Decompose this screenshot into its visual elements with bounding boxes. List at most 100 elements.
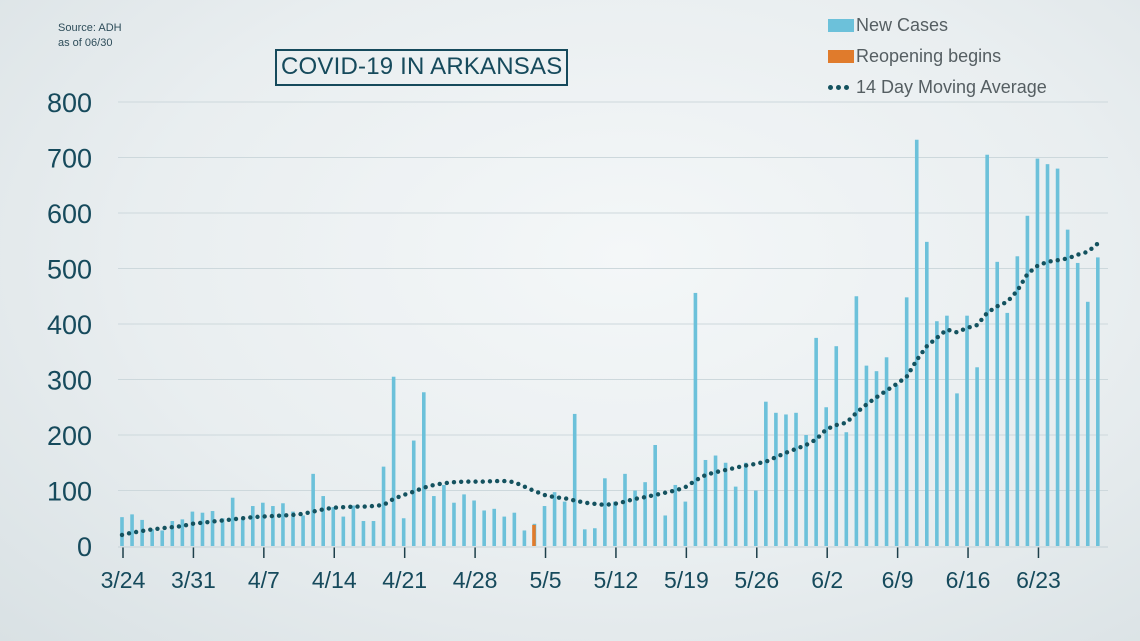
moving-average-point (305, 510, 310, 515)
new-cases-bar (593, 528, 597, 546)
new-cases-bar (894, 385, 899, 546)
moving-average-point (989, 307, 994, 313)
moving-average-point (771, 455, 777, 461)
new-cases-bar (562, 501, 567, 546)
moving-average-point (169, 524, 174, 530)
new-cases-bar (874, 371, 879, 546)
y-tick-label: 500 (47, 255, 92, 285)
moving-average-point (376, 503, 382, 508)
moving-average-point (226, 517, 232, 522)
moving-average-point (1094, 242, 1100, 247)
new-cases-bar (210, 511, 215, 546)
x-tick-label: 5/12 (594, 567, 639, 593)
x-tick-label: 5/26 (734, 567, 779, 593)
new-cases-bar (814, 337, 818, 546)
moving-average-point (924, 344, 929, 349)
moving-average-point (899, 378, 904, 383)
moving-average-point (979, 317, 984, 323)
reopening-swatch (828, 50, 854, 63)
moving-average-point (655, 492, 661, 497)
moving-average-point (816, 434, 822, 439)
moving-average-point (369, 503, 375, 509)
moving-average-point (141, 528, 146, 534)
moving-average-point (155, 526, 160, 531)
new-cases-bar (522, 530, 527, 546)
new-cases-bar (844, 432, 849, 546)
new-cases-bar (351, 505, 356, 546)
x-tick-label: 5/19 (664, 567, 709, 593)
legend-label-reopening: Reopening begins (856, 46, 1002, 66)
new-cases-bar (1015, 256, 1020, 546)
moving-average-point (269, 513, 275, 519)
moving-average-point (798, 444, 803, 450)
moving-average-point (689, 480, 695, 486)
new-cases-bar (120, 517, 124, 546)
moving-average-point (1048, 259, 1053, 264)
x-tick-label: 5/5 (530, 567, 562, 593)
new-cases-bar (713, 455, 718, 546)
x-tick-label: 6/9 (882, 567, 914, 593)
moving-average-point (458, 479, 464, 484)
moving-average-point (340, 504, 346, 510)
moving-average-point (451, 479, 457, 485)
new-cases-bar (753, 490, 758, 546)
moving-average-point (751, 462, 756, 467)
new-cases-bar (331, 507, 336, 546)
moving-average-point (298, 511, 303, 517)
new-cases-bar (401, 518, 406, 546)
new-cases-bar (230, 497, 235, 546)
new-cases-bar (864, 365, 869, 546)
new-cases-bar (250, 506, 255, 546)
x-tick-label: 4/21 (382, 567, 427, 593)
new-cases-bar (804, 435, 808, 546)
x-tick-label: 4/14 (312, 567, 357, 593)
moving-average-point (620, 499, 626, 505)
new-cases-bar (281, 503, 285, 546)
new-cases-bar (160, 530, 165, 546)
new-cases-bar (975, 367, 979, 546)
moving-average-point (276, 513, 282, 518)
moving-average-point (1002, 300, 1007, 306)
moving-average-point (841, 421, 847, 426)
moving-average-point (983, 312, 989, 317)
moving-average-point (312, 509, 317, 514)
new-cases-bar (321, 496, 325, 546)
moving-average-point (409, 489, 415, 495)
moving-average-point (473, 479, 478, 484)
moving-average-point (847, 417, 852, 422)
moving-average-point (119, 532, 125, 538)
moving-average-point (729, 466, 735, 471)
moving-average-point (176, 524, 182, 529)
moving-average-point (1076, 252, 1081, 257)
moving-average-point (516, 481, 521, 487)
moving-average-point (778, 453, 783, 458)
legend-item-new-cases: New Cases (828, 10, 1047, 41)
moving-average-point (1024, 273, 1029, 278)
moving-average-point (857, 407, 863, 412)
moving-average-point (233, 516, 239, 522)
moving-average-point (563, 496, 569, 501)
new-cases-bar (824, 407, 828, 546)
new-cases-bar (904, 297, 909, 546)
moving-average-point (904, 374, 910, 379)
y-axis-ticks: 0 100 200 300 400 500 600 700 800 (47, 88, 92, 562)
new-cases-bar (261, 502, 265, 546)
new-cases-bar (391, 376, 396, 546)
new-cases-bar (733, 486, 738, 546)
new-cases-bar (854, 296, 859, 546)
moving-average-point (1069, 254, 1074, 260)
moving-average-point (881, 390, 886, 395)
chart-title: COVID-19 IN ARKANSAS (275, 49, 569, 86)
moving-average-point (791, 447, 796, 452)
moving-average-point (869, 398, 874, 404)
moving-average-point (887, 386, 892, 391)
moving-average-point (1089, 246, 1094, 252)
moving-average-point (248, 515, 253, 520)
new-cases-bar (1035, 158, 1040, 547)
moving-average-point (416, 487, 422, 492)
moving-average-point (627, 498, 633, 503)
moving-average-point (383, 501, 389, 506)
legend-label-new-cases: New Cases (856, 15, 949, 35)
as-of-line: as of 06/30 (58, 37, 113, 49)
new-cases-bar (1025, 215, 1030, 546)
